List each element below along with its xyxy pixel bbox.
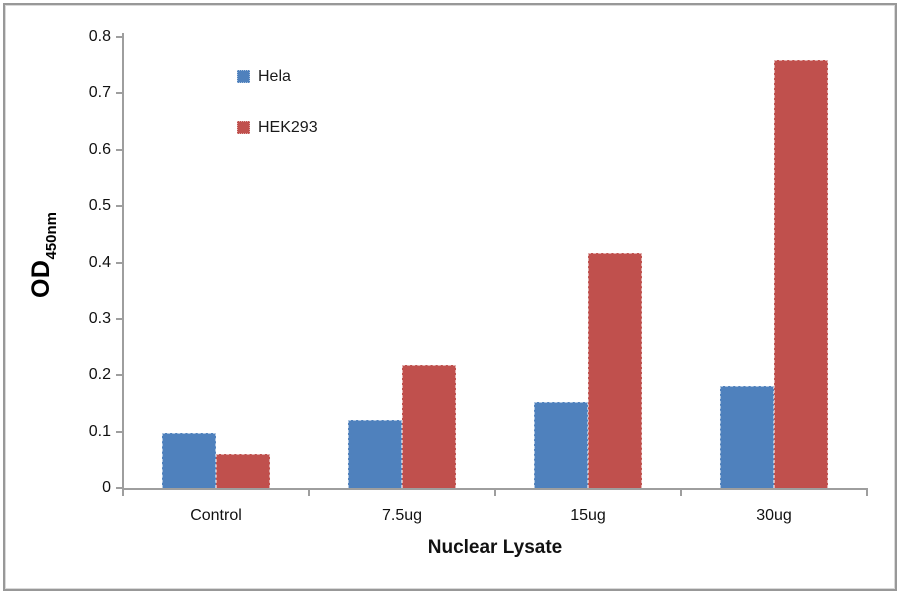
y-tick-label-0.6: 0.6 bbox=[88, 140, 111, 158]
bar-hela-30ug bbox=[720, 385, 774, 488]
legend-label-hek293: HEK293 bbox=[258, 118, 318, 136]
y-tick-label-0.7: 0.7 bbox=[88, 84, 111, 102]
y-tick-label-0.3: 0.3 bbox=[88, 309, 111, 327]
legend-swatch-hek293 bbox=[237, 121, 250, 134]
y-tick-label-0.8: 0.8 bbox=[88, 28, 111, 45]
y-axis-line bbox=[122, 33, 124, 490]
x-tick-label-control: Control bbox=[190, 507, 242, 524]
x-tick-3 bbox=[680, 490, 682, 496]
y-tick-label-0: 0 bbox=[102, 479, 111, 496]
bar-hela-7.5ug bbox=[348, 419, 402, 488]
y-tick-0.2 bbox=[116, 374, 122, 377]
bar-hek293-control bbox=[216, 454, 270, 488]
y-tick-0.6 bbox=[116, 148, 122, 151]
y-tick-0.4 bbox=[116, 261, 122, 264]
x-tick-label-7.5ug: 7.5ug bbox=[381, 507, 423, 524]
x-tick-0 bbox=[122, 490, 124, 496]
y-tick-0.7 bbox=[116, 92, 122, 95]
legend-swatch-hela bbox=[237, 70, 250, 83]
x-axis-title: Nuclear Lysate bbox=[427, 537, 563, 558]
x-tick-label-15ug: 15ug bbox=[570, 507, 606, 524]
x-axis-line bbox=[122, 488, 868, 490]
bar-hek293-15ug bbox=[588, 252, 642, 488]
y-tick-0 bbox=[116, 487, 122, 489]
y-tick-0.8 bbox=[116, 36, 122, 38]
x-tick-4 bbox=[866, 490, 868, 496]
legend-item-hela: Hela bbox=[237, 66, 318, 87]
chart-outer-frame bbox=[3, 3, 897, 591]
x-tick-1 bbox=[308, 490, 310, 496]
y-tick-label-0.5: 0.5 bbox=[88, 197, 111, 215]
legend-label-hela: Hela bbox=[258, 67, 291, 85]
x-tick-2 bbox=[494, 490, 496, 496]
y-tick-0.5 bbox=[116, 205, 122, 208]
bar-hela-15ug bbox=[534, 402, 588, 488]
bar-hela-control bbox=[162, 432, 216, 488]
y-tick-label-0.2: 0.2 bbox=[88, 366, 111, 384]
y-tick-0.3 bbox=[116, 317, 122, 320]
y-tick-label-0.1: 0.1 bbox=[88, 422, 111, 440]
legend-item-hek293: HEK293 bbox=[237, 117, 318, 138]
bar-hek293-7.5ug bbox=[402, 365, 456, 488]
bar-hek293-30ug bbox=[774, 59, 828, 488]
legend: Hela HEK293 bbox=[237, 66, 318, 138]
y-tick-0.1 bbox=[116, 430, 122, 433]
x-tick-label-30ug: 30ug bbox=[756, 507, 792, 524]
y-tick-label-0.4: 0.4 bbox=[88, 253, 111, 271]
